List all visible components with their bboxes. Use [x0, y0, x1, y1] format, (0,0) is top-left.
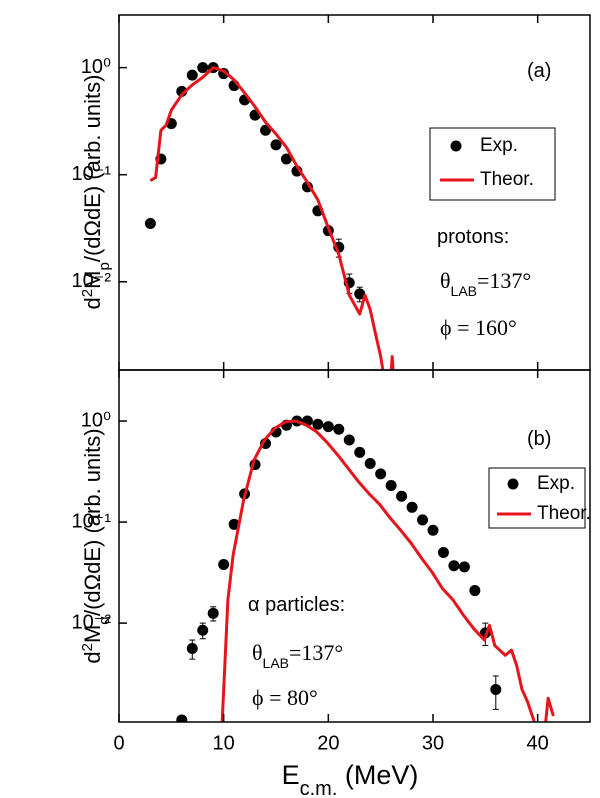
x-tick-label: 40	[527, 732, 549, 754]
data-point	[176, 85, 188, 97]
panel-label: (a)	[527, 60, 551, 82]
data-point	[207, 607, 219, 619]
data-point	[354, 446, 366, 458]
y-tick-label: 10⁻¹	[72, 510, 112, 532]
plot-area-b	[176, 415, 555, 722]
legend: Exp. Theor.	[497, 473, 591, 524]
data-point	[437, 546, 449, 558]
plot-area-a	[144, 62, 395, 370]
x-tick-label: 30	[422, 732, 444, 754]
data-point	[228, 518, 240, 530]
data-point	[364, 457, 376, 469]
legend-symbol	[507, 478, 519, 490]
data-point	[427, 524, 439, 536]
x-axis-label: Ec.m. (MeV)	[282, 760, 419, 798]
legend: Exp. Theor.	[440, 135, 534, 190]
data-point	[490, 684, 502, 696]
data-point	[448, 560, 460, 572]
annotation: θLAB=137°	[252, 640, 343, 671]
data-point	[469, 585, 481, 597]
x-tick-label: 10	[213, 732, 235, 754]
annotation: α particles:	[248, 594, 345, 616]
annotation: protons:	[437, 226, 509, 248]
theory-line	[149, 66, 395, 370]
x-tick-label: 20	[317, 732, 339, 754]
data-point	[186, 69, 198, 81]
data-point	[312, 418, 324, 430]
theory-line	[220, 419, 555, 722]
y-tick-label: 10⁻²	[72, 611, 112, 633]
data-point	[270, 139, 282, 151]
panel-frame-b	[118, 369, 591, 723]
data-point	[375, 468, 387, 480]
data-point	[343, 434, 355, 446]
data-point	[144, 218, 156, 230]
data-point	[186, 643, 198, 655]
legend-symbol	[450, 140, 462, 152]
data-point	[218, 559, 230, 571]
legend-label: Exp.	[480, 135, 518, 156]
y-tick-label: 10⁻¹	[72, 163, 112, 185]
x-tick-label: 0	[113, 732, 124, 754]
y-tick-label: 10⁰	[81, 56, 111, 78]
y-tick-label: 10⁻²	[72, 270, 112, 292]
data-point	[458, 561, 470, 573]
annotation: ϕ = 80°	[252, 685, 318, 710]
legend-label: Theor.	[537, 503, 591, 524]
data-point	[333, 423, 345, 435]
data-point	[322, 421, 334, 433]
data-point	[417, 514, 429, 526]
y-tick-label: 10⁰	[81, 409, 111, 431]
data-point	[280, 153, 292, 165]
data-point	[354, 288, 366, 300]
legend-label: Theor.	[480, 169, 534, 190]
legend-box	[488, 467, 586, 529]
axes: 10⁻² 10⁻¹ 10⁰ 10⁻² 10⁻¹ 10⁰ 0 10 20 30 40	[72, 15, 549, 754]
annotation: θLAB=137°	[440, 268, 531, 299]
legend-box	[429, 127, 556, 201]
y-axis-label-b: d2Mα/(dΩdE) (arb. units)	[79, 428, 113, 663]
data-point	[197, 624, 209, 636]
data-point	[176, 714, 188, 722]
data-point	[197, 62, 209, 74]
annotation: ϕ = 160°	[440, 315, 517, 340]
legend-label: Exp.	[537, 473, 575, 494]
data-point	[385, 480, 397, 492]
data-point	[406, 501, 418, 513]
panel-label: (b)	[527, 428, 551, 450]
data-point	[396, 490, 408, 502]
y-axis-label-a: d2Mp/(dΩdE) (arb. units)	[79, 75, 113, 310]
